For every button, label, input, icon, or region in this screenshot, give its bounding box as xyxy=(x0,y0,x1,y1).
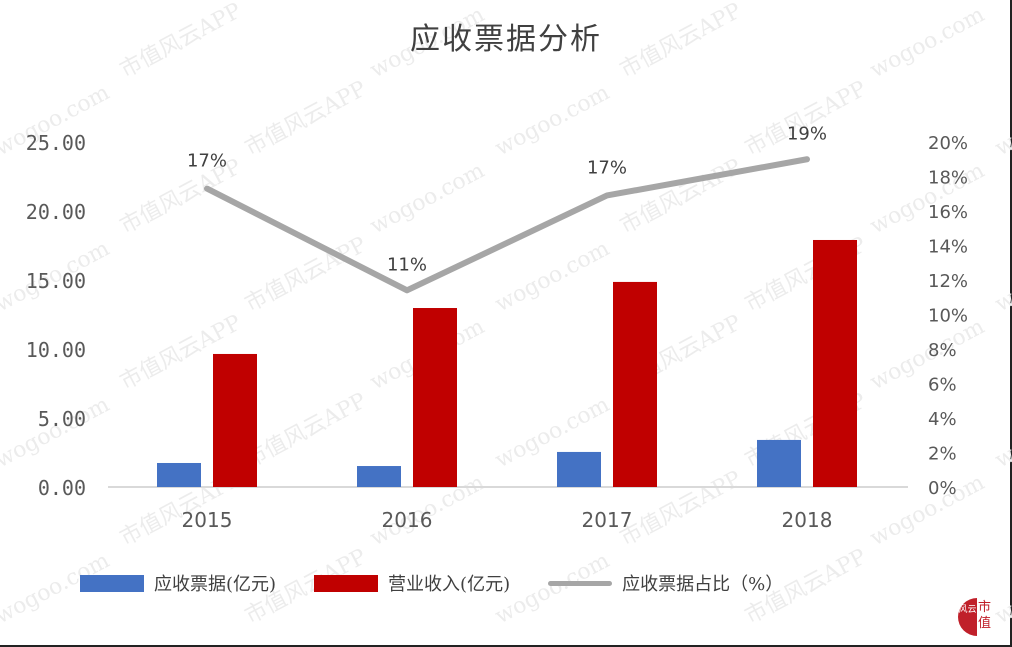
legend-label: 应收票据(亿元) xyxy=(154,574,277,595)
x-axis-tick: 2015 xyxy=(182,508,233,532)
right-axis-tick: 6% xyxy=(928,375,957,396)
line-data-label: 17% xyxy=(187,151,227,172)
watermark-text: 市值风云APP xyxy=(241,388,371,473)
left-axis-tick: 5.00 xyxy=(38,407,86,431)
watermark-text: 市值风云APP xyxy=(616,154,746,239)
x-axis-labels: 2015 2016 2017 2018 xyxy=(182,508,833,532)
bar-receivables[interactable] xyxy=(757,439,801,487)
right-axis-tick: 12% xyxy=(928,271,968,292)
x-axis-tick: 2016 xyxy=(382,508,433,532)
bar-receivables[interactable] xyxy=(357,466,401,487)
right-axis-tick: 4% xyxy=(928,409,957,430)
watermark-text: wogoo.com xyxy=(991,0,1012,5)
logo-char-top: 市 xyxy=(978,600,992,615)
x-axis-tick: 2017 xyxy=(582,508,633,532)
bar-series xyxy=(157,239,857,487)
watermark-text: 市值风云APP xyxy=(741,0,871,5)
logo-seal: 风云 xyxy=(958,598,977,636)
watermark-text: 市值风云APP xyxy=(241,232,371,317)
left-axis-tick: 10.00 xyxy=(26,338,86,362)
right-axis-tick: 10% xyxy=(928,306,968,327)
right-axis-tick: 16% xyxy=(928,202,968,223)
watermark-text: wogoo.com xyxy=(491,80,614,161)
right-axis-tick: 18% xyxy=(928,168,968,189)
bar-revenue[interactable] xyxy=(813,239,857,487)
legend-item-ratio[interactable]: 应收票据占比（%） xyxy=(548,570,783,596)
bar-revenue[interactable] xyxy=(213,353,257,487)
watermark-text: wogoo.com xyxy=(991,80,1012,161)
left-axis-tick: 15.00 xyxy=(26,269,86,293)
right-axis-tick: 0% xyxy=(928,478,957,499)
line-data-label: 17% xyxy=(587,157,627,178)
watermark-text: wogoo.com xyxy=(0,392,114,473)
watermark-text: 市值风云APP xyxy=(241,76,371,161)
legend-swatch-blue xyxy=(80,574,144,592)
right-axis-tick: 8% xyxy=(928,340,957,361)
watermark-text: wogoo.com xyxy=(0,0,114,5)
bar-receivables[interactable] xyxy=(157,462,201,487)
ratio-line[interactable] xyxy=(204,156,810,294)
left-axis-tick: 20.00 xyxy=(26,200,86,224)
watermark-layer: 市值风云APPwogoo.com市值风云APPwogoo.com市值风云APPw… xyxy=(0,0,1012,629)
line-data-label: 11% xyxy=(387,254,427,275)
line-data-label: 19% xyxy=(787,123,827,144)
right-y-axis: 0% 2% 4% 6% 8% 10% 12% 14% 16% 18% 20% xyxy=(928,133,968,499)
watermark-text: wogoo.com xyxy=(491,236,614,317)
left-axis-tick: 0.00 xyxy=(38,476,86,500)
line-series: 17% 11% 17% 19% xyxy=(187,123,827,294)
watermark-text: 市值风云APP xyxy=(241,0,371,5)
legend-item-revenue[interactable]: 营业收入(亿元) xyxy=(314,570,510,596)
watermark-text: wogoo.com xyxy=(491,0,614,5)
legend-swatch-red xyxy=(314,574,379,592)
legend-swatch-gray-line xyxy=(548,580,613,586)
right-axis-tick: 2% xyxy=(928,444,957,465)
chart-title: 应收票据分析 xyxy=(410,22,602,57)
x-axis-tick: 2018 xyxy=(782,508,833,532)
left-y-axis: 0.00 5.00 10.00 15.00 20.00 25.00 xyxy=(26,131,86,500)
legend: 应收票据(亿元) 营业收入(亿元) 应收票据占比（%） xyxy=(80,570,821,596)
watermark-text: wogoo.com xyxy=(991,236,1012,317)
left-axis-tick: 25.00 xyxy=(26,131,86,155)
watermark-text: 市值风云APP xyxy=(741,76,871,161)
bar-revenue[interactable] xyxy=(613,281,657,487)
logo-text: 市 值 xyxy=(978,600,991,632)
logo-char-bottom: 值 xyxy=(978,616,992,631)
bar-revenue[interactable] xyxy=(413,308,457,487)
watermark-text: wogoo.com xyxy=(366,158,489,239)
bar-receivables[interactable] xyxy=(557,451,601,487)
watermark-text: wogoo.com xyxy=(991,548,1012,629)
legend-label: 应收票据占比（%） xyxy=(622,574,784,595)
brand-logo: 风云 市 值 xyxy=(958,598,992,636)
watermark-text: wogoo.com xyxy=(991,392,1012,473)
legend-item-receivables[interactable]: 应收票据(亿元) xyxy=(80,570,276,596)
right-axis-tick: 20% xyxy=(928,133,968,154)
legend-label: 营业收入(亿元) xyxy=(388,574,511,595)
right-axis-tick: 14% xyxy=(928,237,968,258)
